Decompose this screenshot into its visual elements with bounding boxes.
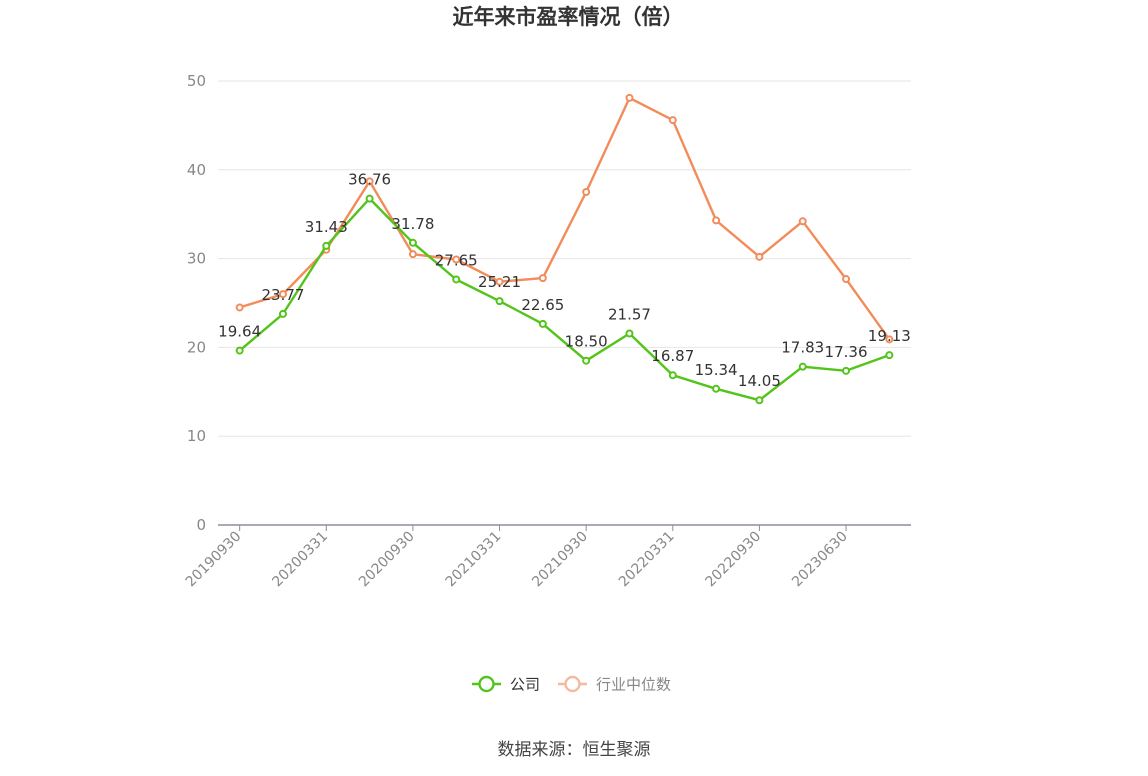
data-label: 31.78 bbox=[391, 215, 434, 233]
data-point bbox=[625, 93, 634, 102]
data-point bbox=[365, 177, 374, 186]
data-label: 19.13 bbox=[868, 327, 911, 345]
data-label: 36.76 bbox=[348, 171, 391, 189]
y-tick-label: 50 bbox=[187, 72, 206, 90]
data-point bbox=[668, 371, 677, 380]
x-tick-label: 20200331 bbox=[269, 529, 331, 591]
data-source: 数据来源：恒生聚源 bbox=[498, 740, 651, 760]
legend-label: 公司 bbox=[510, 676, 540, 694]
data-point bbox=[755, 252, 764, 261]
data-label: 31.43 bbox=[305, 218, 348, 236]
axes: 0 10 20 30 40 50 20190930 20200331 20200930 20210… bbox=[183, 72, 911, 590]
data-point bbox=[495, 277, 504, 286]
series-layer bbox=[235, 93, 894, 405]
data-point bbox=[495, 297, 504, 306]
x-tick-label: 20210331 bbox=[443, 529, 505, 591]
data-point bbox=[885, 335, 894, 344]
y-tick-label: 0 bbox=[196, 516, 206, 534]
data-point bbox=[408, 250, 417, 259]
data-point bbox=[278, 290, 287, 299]
data-point bbox=[582, 188, 591, 196]
data-point bbox=[235, 346, 244, 355]
data-point bbox=[798, 217, 807, 226]
data-point bbox=[712, 216, 721, 225]
data-label: 27.65 bbox=[435, 251, 478, 269]
y-tick-label: 40 bbox=[187, 161, 206, 179]
data-point bbox=[668, 116, 677, 125]
data-point bbox=[235, 303, 244, 312]
data-labels: 19.64 23.77 31.43 36.76 31.7827.6525.2122.65… bbox=[218, 171, 911, 391]
data-point bbox=[452, 255, 461, 264]
y-tick-label: 20 bbox=[187, 338, 206, 356]
data-point bbox=[278, 309, 287, 318]
legend-marker bbox=[478, 675, 495, 693]
data-point bbox=[538, 274, 547, 283]
data-label: 16.87 bbox=[651, 347, 694, 365]
data-point bbox=[842, 275, 851, 284]
legend-marker bbox=[564, 675, 581, 693]
data-label: 25.21 bbox=[478, 273, 521, 291]
data-point bbox=[365, 194, 374, 203]
data-label: 18.50 bbox=[565, 333, 608, 351]
legend[interactable]: 公司 行业中位数 bbox=[472, 676, 671, 694]
series-line-0 bbox=[238, 197, 890, 402]
data-label: 21.57 bbox=[608, 305, 651, 323]
data-point bbox=[755, 396, 764, 405]
chart-title: 近年来市盈率情况（倍） bbox=[453, 5, 684, 29]
x-tick-label: 20230630 bbox=[789, 529, 851, 591]
data-label: 22.65 bbox=[521, 296, 564, 314]
data-point bbox=[408, 238, 417, 247]
legend-item-1[interactable]: 行业中位数 bbox=[558, 676, 671, 694]
data-point bbox=[712, 384, 721, 393]
data-point bbox=[582, 356, 591, 365]
data-point bbox=[452, 275, 461, 284]
grid bbox=[218, 80, 911, 437]
data-label: 19.64 bbox=[218, 323, 261, 341]
legend-item-0[interactable]: 公司 bbox=[472, 676, 540, 694]
x-tick-label: 20220930 bbox=[703, 529, 765, 591]
legend-label: 行业中位数 bbox=[596, 676, 671, 694]
data-label: 23.77 bbox=[261, 286, 304, 304]
data-label: 14.05 bbox=[738, 372, 781, 390]
y-tick-label: 10 bbox=[187, 427, 206, 445]
data-point bbox=[842, 366, 851, 375]
data-point bbox=[885, 351, 894, 360]
series-line-1 bbox=[239, 96, 891, 341]
data-label: 17.83 bbox=[781, 339, 824, 357]
y-tick-label: 30 bbox=[187, 250, 206, 268]
data-point bbox=[322, 241, 331, 250]
x-tick-label: 20220331 bbox=[616, 529, 678, 591]
data-point bbox=[798, 362, 807, 371]
data-label: 15.34 bbox=[695, 361, 738, 379]
x-tick-label: 20200930 bbox=[356, 529, 418, 591]
x-tick-label: 20190930 bbox=[183, 529, 245, 591]
data-point bbox=[625, 329, 634, 338]
data-label: 17.36 bbox=[825, 343, 868, 361]
x-tick-label: 20210930 bbox=[529, 529, 591, 591]
data-point bbox=[538, 319, 547, 328]
